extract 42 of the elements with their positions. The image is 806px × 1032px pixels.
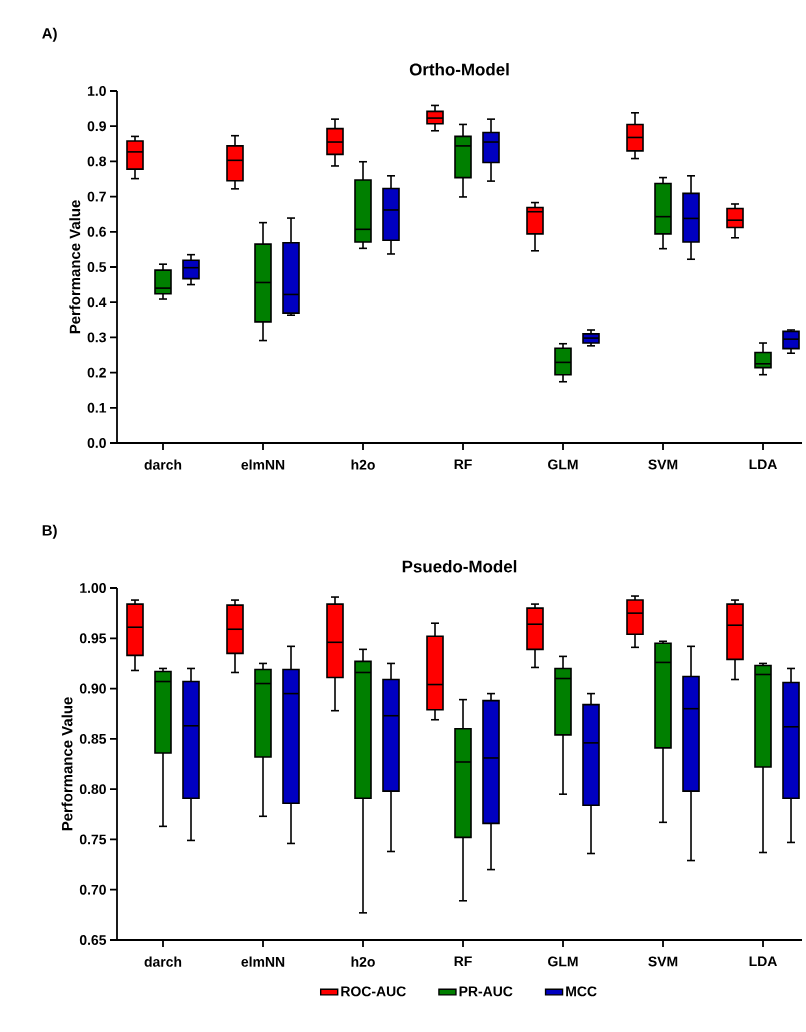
y-tick-label: 0.1 [87,402,107,413]
y-tick-label: 0.8 [87,156,107,167]
x-tick-label: GLM [548,459,578,470]
y-tick-label: 0.7 [87,191,106,202]
legend-label: MCC [566,986,597,997]
y-tick-label: 0.6 [87,226,106,237]
y-tick-label: 0.65 [79,935,107,945]
legend-label: PR-AUC [459,986,513,997]
x-tick-label: LDA [749,956,777,967]
x-tick-label: RF [454,956,472,967]
x-tick-label: h2o [351,956,375,967]
chart-title: Psuedo-Model [402,560,517,573]
x-tick-label: elmNN [241,956,285,967]
y-axis-title: Performance Value [61,697,73,831]
y-tick-label: 0.95 [79,633,107,644]
y-tick-label: 0.3 [87,332,106,343]
x-tick-label: GLM [548,956,578,967]
text: A) [42,27,57,42]
x-tick-label: SVM [648,459,678,470]
chart-title: Ortho-Model [409,63,509,76]
y-tick-label: 0.80 [79,784,106,795]
y-tick-label: 0.90 [79,683,106,694]
y-tick-label: 0.5 [87,262,107,272]
y-tick-label: 0.2 [87,367,106,378]
y-tick-label: 0.4 [87,297,107,308]
y-tick-label: 0.9 [87,121,106,132]
x-tick-label: SVM [648,956,678,967]
x-tick-label: elmNN [241,459,285,470]
y-tick-label: 0.0 [87,438,106,448]
y-tick-label: 0.75 [79,834,107,845]
x-tick-label: darch [144,956,182,967]
y-tick-label: 0.85 [79,733,107,744]
x-tick-label: LDA [749,459,777,470]
y-axis-title: Performance Value [69,200,81,334]
y-tick-label: 1.0 [87,86,106,96]
y-tick-label: 0.70 [79,884,106,895]
text: B) [42,524,57,539]
x-tick-label: RF [454,459,472,470]
legend-label: ROC-AUC [341,986,406,997]
x-tick-label: darch [144,459,182,470]
y-tick-label: 1.00 [80,583,106,593]
x-tick-label: h2o [351,459,375,470]
